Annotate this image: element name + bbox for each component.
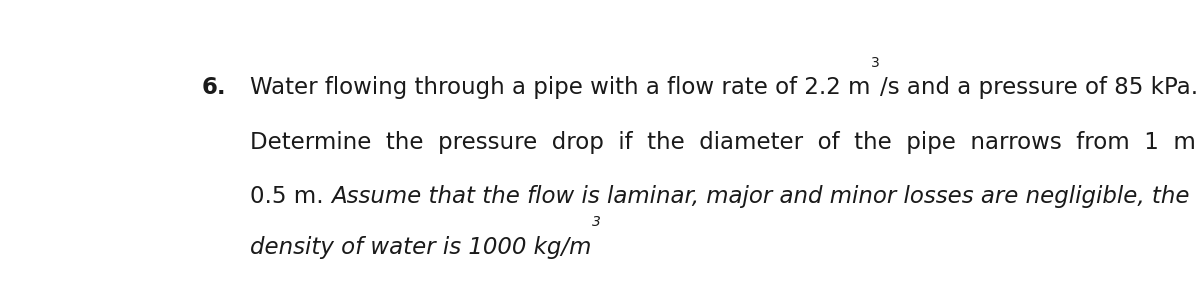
Text: 0.5 m.: 0.5 m. [251, 185, 331, 208]
Text: /s and a pressure of 85 kPa.: /s and a pressure of 85 kPa. [880, 76, 1198, 99]
Text: 3: 3 [871, 56, 880, 70]
Text: Determine  the  pressure  drop  if  the  diameter  of  the  pipe  narrows  from : Determine the pressure drop if the diame… [251, 131, 1200, 154]
Text: Assume that the flow is laminar, major and minor losses are negligible, the: Assume that the flow is laminar, major a… [331, 185, 1190, 208]
Text: 3: 3 [592, 215, 601, 229]
Text: density of water is 1000 kg/m: density of water is 1000 kg/m [251, 235, 592, 259]
Text: Water flowing through a pipe with a flow rate of 2.2 m: Water flowing through a pipe with a flow… [251, 76, 871, 99]
Text: 6.: 6. [202, 76, 226, 99]
